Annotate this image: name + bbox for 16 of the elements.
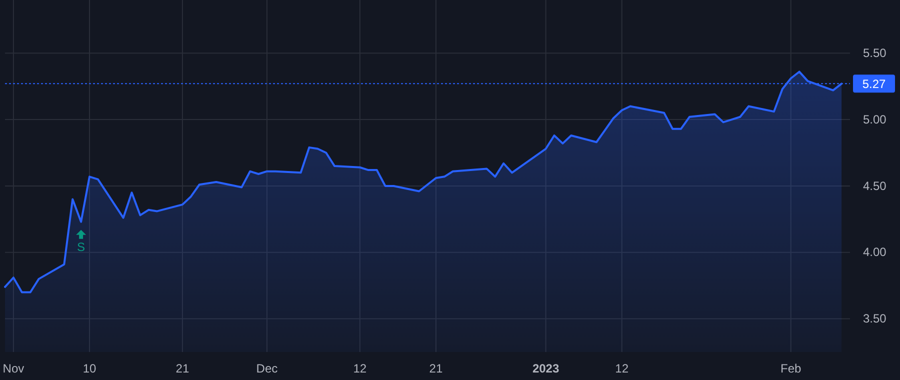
x-tick-label: 21 bbox=[429, 362, 443, 376]
x-tick-label: 12 bbox=[615, 362, 629, 376]
y-tick-label: 3.50 bbox=[863, 312, 887, 326]
x-tick-label: 12 bbox=[353, 362, 367, 376]
x-tick-label: 10 bbox=[82, 362, 96, 376]
x-tick-label: Dec bbox=[256, 362, 278, 376]
x-tick-label: 21 bbox=[176, 362, 190, 376]
x-tick-label: Feb bbox=[780, 362, 802, 376]
y-tick-label: 5.00 bbox=[863, 112, 887, 126]
x-tick-label: 2023 bbox=[532, 362, 560, 376]
y-tick-label: 4.50 bbox=[863, 178, 887, 193]
ref-line-label: 5.27 bbox=[862, 77, 886, 92]
x-tick-label: Nov bbox=[2, 362, 24, 376]
y-tick-label: 4.00 bbox=[863, 245, 887, 260]
y-tick-label: 5.50 bbox=[863, 46, 887, 60]
annotation: S bbox=[77, 240, 86, 254]
